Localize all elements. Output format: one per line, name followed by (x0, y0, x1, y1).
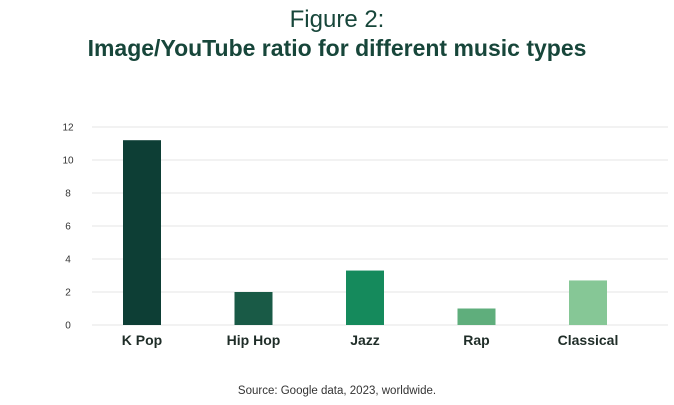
chart-title: Image/YouTube ratio for different music … (87, 35, 587, 61)
bar-hip-hop (234, 292, 273, 325)
bar-jazz (346, 270, 384, 325)
y-tick-label: 4 (65, 255, 71, 266)
y-tick-label: 10 (62, 156, 74, 167)
x-tick-label: Classical (558, 332, 619, 348)
x-tick-label: Hip Hop (227, 332, 281, 348)
bar-k-pop (123, 140, 161, 325)
y-axis-ticks: 0 2 4 6 8 10 12 (62, 123, 74, 332)
x-tick-label: Jazz (350, 332, 380, 348)
y-tick-label: 8 (65, 189, 71, 200)
gridlines (92, 126, 668, 326)
x-tick-label: Rap (463, 332, 489, 348)
y-tick-label: 2 (65, 288, 71, 299)
bar-rap (457, 308, 496, 325)
y-tick-label: 12 (62, 123, 74, 134)
bar-classical (569, 280, 607, 325)
x-axis-labels: K Pop Hip Hop Jazz Rap Classical (122, 332, 619, 348)
bars (123, 140, 607, 325)
source-note: Source: Google data, 2023, worldwide. (237, 385, 437, 397)
x-tick-label: K Pop (122, 332, 162, 348)
figure-label: Figure 2: (289, 6, 385, 33)
y-tick-label: 6 (65, 222, 71, 233)
y-tick-label: 0 (65, 321, 71, 332)
